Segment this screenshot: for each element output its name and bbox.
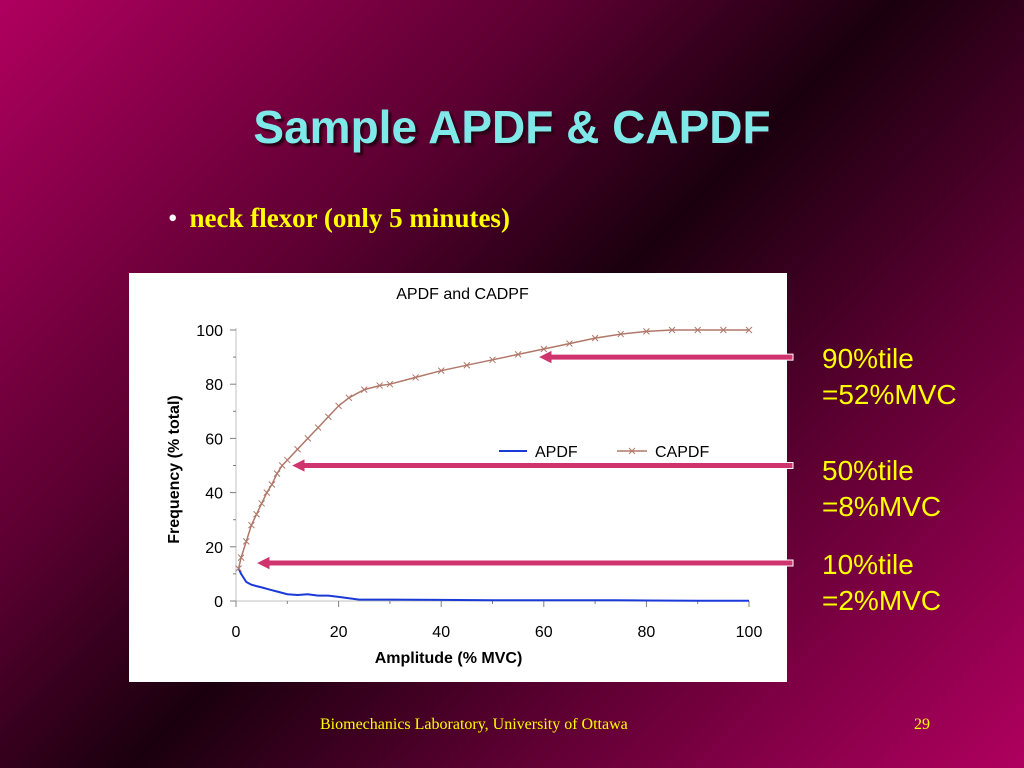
data-point-capdf — [237, 554, 245, 561]
data-point-capdf — [283, 456, 291, 464]
data-point-capdf — [694, 326, 702, 334]
annotation-line2: =52%MVC — [822, 379, 957, 410]
y-axis-label: Frequency (% total) — [166, 395, 183, 543]
data-point-capdf — [668, 326, 676, 334]
data-point-capdf — [514, 351, 522, 358]
bullet-dot-icon: • — [168, 203, 178, 233]
data-point-capdf — [258, 500, 266, 507]
series-line-capdf — [237, 329, 749, 569]
data-point-capdf — [463, 361, 471, 369]
y-tick-label: 80 — [205, 377, 223, 394]
chart-title: APDF and CADPF — [396, 286, 529, 303]
data-point-capdf — [253, 510, 260, 518]
data-point-capdf — [617, 330, 625, 338]
annotation-line2: =2%MVC — [822, 585, 942, 616]
data-point-capdf — [643, 328, 650, 335]
data-point-capdf — [345, 394, 353, 402]
x-tick-label: 20 — [330, 624, 348, 641]
footer-text: Biomechanics Laboratory, University of O… — [320, 716, 628, 733]
y-tick-label: 0 — [214, 594, 223, 611]
y-tick-label: 20 — [205, 540, 223, 557]
x-axis-label: Amplitude (% MVC) — [375, 650, 523, 667]
x-tick-label: 100 — [736, 624, 763, 641]
x-tick-label: 80 — [638, 624, 656, 641]
slide-title: Sample APDF & CAPDF — [253, 101, 771, 153]
data-point-capdf — [360, 386, 368, 393]
page-number: 29 — [914, 716, 930, 733]
data-point-capdf — [278, 462, 286, 469]
x-tick-label: 40 — [432, 624, 450, 641]
data-point-capdf — [335, 402, 342, 410]
data-point-capdf — [412, 374, 419, 381]
annotation-10-percentile: 10%tile =2%MVC — [822, 547, 941, 619]
annotation-line1: 90%tile — [822, 343, 914, 374]
x-tick-label: 60 — [535, 624, 553, 641]
data-point-capdf — [242, 538, 250, 545]
data-point-capdf — [376, 382, 383, 389]
data-point-capdf — [566, 340, 573, 347]
data-point-capdf — [273, 470, 281, 477]
y-tick-label: 60 — [205, 431, 223, 448]
legend-label-capdf: CAPDF — [655, 444, 709, 461]
data-point-capdf — [268, 481, 276, 488]
x-tick-label: 0 — [232, 624, 241, 641]
legend-marker-capdf — [628, 447, 636, 455]
data-point-capdf — [235, 565, 242, 572]
annotation-50-percentile: 50%tile =8%MVC — [822, 453, 941, 525]
data-point-capdf — [745, 326, 753, 334]
data-point-capdf — [324, 413, 332, 421]
annotation-line1: 50%tile — [822, 455, 914, 486]
data-point-capdf — [304, 435, 312, 442]
data-point-capdf — [437, 367, 445, 375]
data-point-capdf — [248, 521, 255, 529]
data-point-capdf — [386, 380, 394, 388]
annotation-line1: 10%tile — [822, 549, 914, 580]
data-point-capdf — [591, 334, 599, 342]
y-tick-label: 40 — [205, 486, 223, 503]
annotation-line2: =8%MVC — [822, 491, 942, 522]
chart-panel: 0 20 40 60 80 100 0 20 40 60 80 100 APDF and CADPF Am… — [129, 273, 787, 682]
data-point-capdf — [294, 445, 301, 453]
bullet-text: neck flexor (only 5 minutes) — [189, 203, 510, 233]
series-line-apdf — [237, 568, 749, 602]
data-point-capdf — [719, 326, 727, 334]
apdf-chart: 0 20 40 60 80 100 0 20 40 60 80 100 APDF and CADPF Am… — [166, 286, 763, 667]
y-tick-label: 100 — [196, 323, 223, 340]
data-point-capdf — [489, 356, 496, 364]
data-point-capdf — [314, 424, 322, 431]
legend-label-apdf: APDF — [535, 444, 578, 461]
bullet-item: • neck flexor (only 5 minutes) — [168, 203, 510, 234]
data-point-capdf — [263, 489, 271, 496]
annotation-90-percentile: 90%tile =52%MVC — [822, 341, 957, 413]
